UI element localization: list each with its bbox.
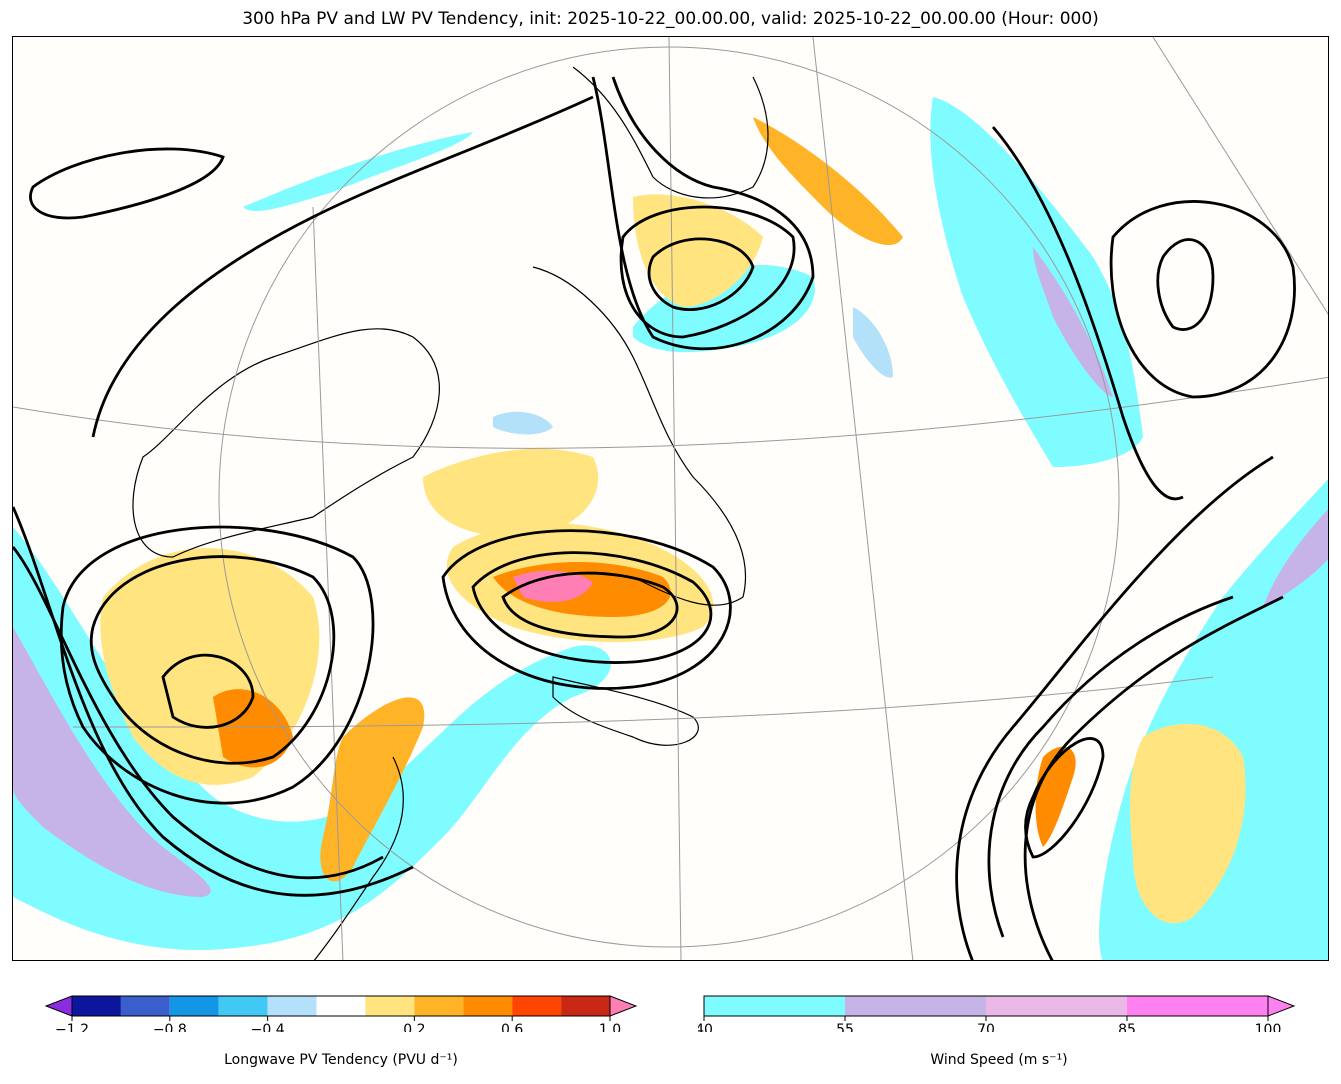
map-panel	[12, 36, 1329, 961]
pv-contour-atlantic-3	[955, 455, 1274, 960]
east-coast-us	[313, 756, 404, 960]
pv-contour-east-ring-outer	[1109, 200, 1296, 399]
pv-contour-east-ring	[1156, 238, 1215, 331]
colorbar-swatch	[704, 996, 845, 1016]
colorbar-swatch	[72, 996, 121, 1016]
colorbar-swatch	[986, 996, 1127, 1016]
colorbar-tick-label: 0.6	[501, 1022, 523, 1032]
pv-contour-hudson-mid	[471, 551, 713, 664]
meridian-3	[812, 37, 914, 960]
colorbar-swatch	[845, 996, 986, 1016]
jet-core-northeast	[1033, 247, 1113, 397]
pv-tendency-shading	[100, 117, 1246, 924]
colorbar-swatch	[218, 996, 268, 1016]
colorbar-swatch	[120, 996, 170, 1016]
colorbar-tick-label: 70	[977, 1022, 995, 1032]
pv-contours	[13, 76, 1296, 960]
colorbar-tick-label: −0.4	[251, 1022, 285, 1032]
maritime-coast	[552, 676, 699, 746]
wind-speed-colorbar-label: Wind Speed (m s⁻¹)	[930, 1052, 1068, 1068]
coastlines	[132, 66, 769, 960]
colorbar-tick-label: 40	[698, 1022, 713, 1032]
greenland-coast	[572, 66, 769, 199]
latitude-line-south	[72, 676, 1214, 728]
colorbar-tick-label: 100	[1255, 1022, 1282, 1032]
colorbar-over-arrow	[1267, 995, 1296, 1017]
meridian-4	[1152, 37, 1328, 315]
wind-speed-colorbar: 40 55 70 85 100	[695, 992, 1300, 1052]
pv-contour-hudson-outer	[441, 529, 732, 690]
latitude-line	[13, 376, 1328, 449]
tendency-positive-subtropics	[1130, 723, 1246, 924]
pv-tendency-colorbar-label: Longwave PV Tendency (PVU d⁻¹)	[224, 1052, 458, 1068]
jet-streak-southwest	[13, 527, 611, 951]
colorbar-swatch	[561, 996, 610, 1016]
pv-contour-atlantic	[987, 595, 1234, 938]
graticule	[13, 37, 1328, 960]
pv-contour-east-ridge	[991, 126, 1184, 501]
colorbar-swatch	[267, 996, 317, 1016]
labrador-coast	[532, 266, 747, 606]
tendency-positive-lakes-core	[213, 689, 293, 768]
pv-contour-atlantic-2	[1023, 595, 1284, 960]
colorbar-under-arrow	[44, 995, 73, 1017]
pv-contour-hudson-inner	[501, 571, 679, 639]
meridian-2	[312, 206, 344, 960]
colorbar-tick-label: −1.2	[55, 1022, 89, 1032]
colorbar-over-arrow	[609, 995, 638, 1017]
pv-contour-greenland-outer	[591, 76, 815, 351]
pv-contour-greenland-inner	[647, 237, 755, 311]
colorbar-tick-label: 1.0	[599, 1022, 621, 1032]
colorbar-tick-label: 0.2	[403, 1022, 425, 1032]
colorbar-tick-label: −0.8	[153, 1022, 187, 1032]
tendency-negative-labrador	[493, 411, 553, 435]
plot-title: 300 hPa PV and LW PV Tendency, init: 202…	[242, 9, 1099, 29]
pv-contour-northwest	[29, 147, 225, 220]
jet-core-lavender	[13, 627, 211, 897]
pv-tendency-colorbar: −1.2 −0.8 −0.4 0.2 0.6 1.0	[40, 992, 642, 1052]
tendency-negative-baffin	[853, 307, 893, 378]
tendency-positive-davis	[753, 117, 903, 246]
hudson-bay-coast	[132, 328, 440, 558]
jet-core-southeast	[1263, 509, 1328, 607]
meridian-1	[668, 37, 682, 960]
colorbar-outline	[71, 995, 611, 1017]
colorbar-swatch	[1127, 996, 1268, 1016]
colorbar-swatch	[365, 996, 415, 1016]
wind-speed-colorbar-bar: 40 55 70 85 100	[695, 995, 1296, 1038]
tendency-positive-labrador	[423, 448, 599, 537]
colorbar-swatch	[414, 996, 464, 1016]
pv-contour-greenland-mid	[619, 205, 796, 339]
map-canvas	[13, 37, 1328, 960]
pv-contour-lakes-outer	[59, 525, 375, 805]
pv-contour-west-2	[13, 506, 414, 897]
colorbar-swatch	[169, 996, 219, 1016]
colorbar-swatch	[316, 996, 366, 1016]
pv-contour-north-arc	[91, 95, 594, 438]
pv-tendency-colorbar-bar: −1.2 −0.8 −0.4 0.2 0.6 1.0	[44, 995, 638, 1038]
pv-contour-lakes-mid	[89, 555, 336, 765]
tendency-positive-greenland	[633, 194, 763, 307]
colorbar-tick-label: 55	[836, 1022, 854, 1032]
colorbar-swatch	[463, 996, 513, 1016]
tendency-max-hudson	[513, 570, 593, 602]
colorbar-tick-label: 85	[1118, 1022, 1136, 1032]
tendency-positive-appalachian	[320, 697, 425, 882]
colorbar-swatch	[512, 996, 562, 1016]
pv-contour-lakes-inner	[161, 653, 255, 729]
